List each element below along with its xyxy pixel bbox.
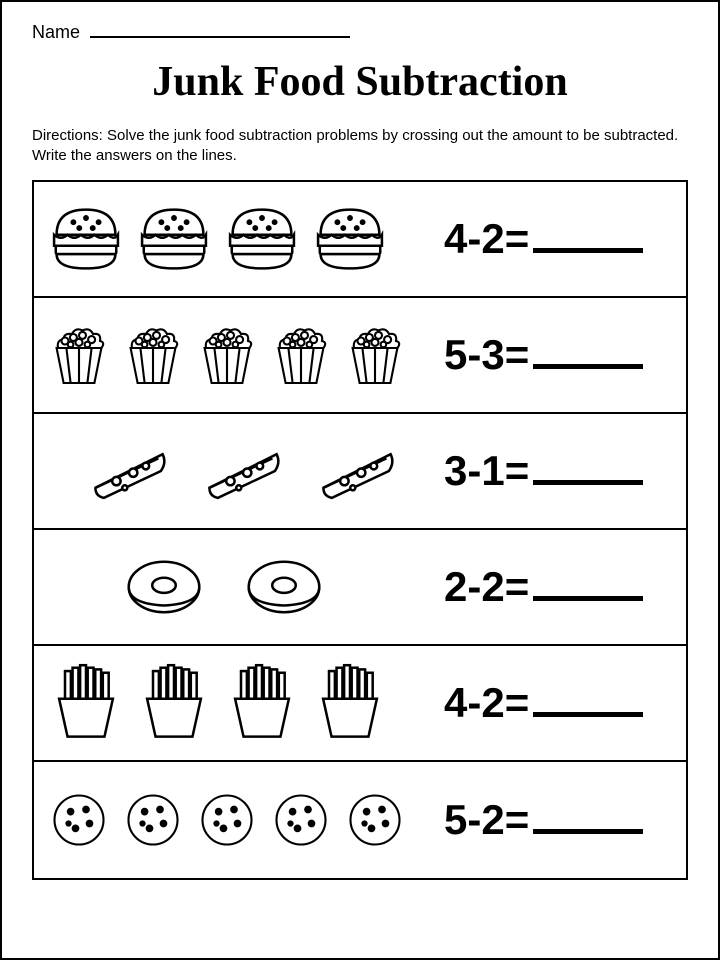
pizza-icon bbox=[188, 429, 298, 513]
problem-row: 5-2= bbox=[34, 762, 686, 878]
icon-group-burger bbox=[44, 197, 444, 281]
page-title: Junk Food Subtraction bbox=[32, 58, 688, 106]
problem-row: 4-2= bbox=[34, 646, 686, 762]
answer-line[interactable] bbox=[533, 798, 643, 834]
icon-group-cookie bbox=[44, 785, 444, 855]
equation-text: 4-2= bbox=[444, 679, 529, 727]
burger-icon bbox=[44, 197, 128, 281]
name-label: Name bbox=[32, 22, 80, 43]
icon-group-donut bbox=[44, 545, 444, 629]
equation: 2-2= bbox=[444, 563, 643, 611]
burger-icon bbox=[132, 197, 216, 281]
fries-icon bbox=[44, 661, 128, 745]
pizza-icon bbox=[302, 429, 412, 513]
popcorn-icon bbox=[340, 320, 410, 390]
popcorn-icon bbox=[44, 320, 114, 390]
name-input-line[interactable] bbox=[90, 22, 350, 38]
equation-text: 5-2= bbox=[444, 796, 529, 844]
problem-row: 4-2= bbox=[34, 182, 686, 298]
burger-icon bbox=[220, 197, 304, 281]
burger-icon bbox=[308, 197, 392, 281]
problems-grid: 4-2= 5-3= bbox=[32, 180, 688, 880]
pizza-icon bbox=[74, 429, 184, 513]
answer-line[interactable] bbox=[533, 681, 643, 717]
answer-line[interactable] bbox=[533, 333, 643, 369]
icon-group-pizza bbox=[44, 429, 444, 513]
problem-row: 3-1= bbox=[34, 414, 686, 530]
popcorn-icon bbox=[118, 320, 188, 390]
cookie-icon bbox=[192, 785, 262, 855]
icon-group-popcorn bbox=[44, 320, 444, 390]
worksheet-page: Name Junk Food Subtraction Directions: S… bbox=[0, 0, 720, 960]
cookie-icon bbox=[118, 785, 188, 855]
problem-row: 2-2= bbox=[34, 530, 686, 646]
equation: 5-3= bbox=[444, 331, 643, 379]
fries-icon bbox=[308, 661, 392, 745]
equation-text: 3-1= bbox=[444, 447, 529, 495]
fries-icon bbox=[220, 661, 304, 745]
cookie-icon bbox=[266, 785, 336, 855]
equation-text: 4-2= bbox=[444, 215, 529, 263]
fries-icon bbox=[132, 661, 216, 745]
equation: 3-1= bbox=[444, 447, 643, 495]
popcorn-icon bbox=[266, 320, 336, 390]
donut-icon bbox=[234, 545, 334, 629]
name-row: Name bbox=[32, 22, 688, 43]
icon-group-fries bbox=[44, 661, 444, 745]
donut-icon bbox=[114, 545, 214, 629]
directions-text: Directions: Solve the junk food subtract… bbox=[32, 126, 688, 165]
answer-line[interactable] bbox=[533, 217, 643, 253]
cookie-icon bbox=[44, 785, 114, 855]
answer-line[interactable] bbox=[533, 449, 643, 485]
equation-text: 2-2= bbox=[444, 563, 529, 611]
equation: 4-2= bbox=[444, 215, 643, 263]
answer-line[interactable] bbox=[533, 565, 643, 601]
equation: 5-2= bbox=[444, 796, 643, 844]
equation-text: 5-3= bbox=[444, 331, 529, 379]
cookie-icon bbox=[340, 785, 410, 855]
equation: 4-2= bbox=[444, 679, 643, 727]
problem-row: 5-3= bbox=[34, 298, 686, 414]
popcorn-icon bbox=[192, 320, 262, 390]
